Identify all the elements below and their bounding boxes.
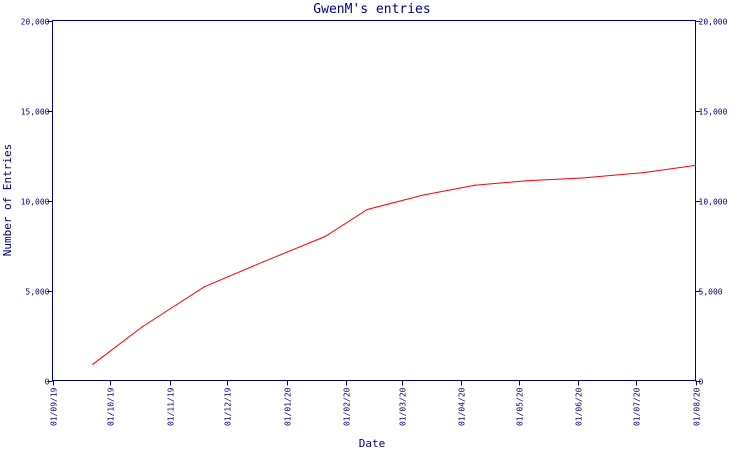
y-tick-label-right: 20,000: [699, 18, 728, 27]
x-tick-label: 01/12/19: [224, 387, 233, 426]
x-tick-label: 01/05/20: [516, 387, 525, 426]
y-tick-label-left: 15,000: [21, 108, 50, 117]
data-point: [474, 184, 476, 186]
y-axis-left: 0 5,000 10,000 15,000 20,000: [21, 18, 53, 387]
x-tick-label: 01/08/20: [693, 387, 702, 426]
y-tick-label-left: 20,000: [21, 18, 50, 27]
plot-frame: [52, 20, 696, 381]
series-layer: [92, 164, 697, 365]
series-line-0: [92, 164, 696, 365]
x-tick-label: 01/09/19: [50, 387, 59, 426]
x-tick-label: 01/01/20: [284, 387, 293, 426]
data-point: [92, 363, 94, 365]
x-tick-label: 01/07/20: [633, 387, 642, 426]
x-tick-label: 01/04/20: [458, 387, 467, 426]
data-point: [643, 172, 645, 174]
x-tick-label: 01/11/19: [167, 387, 176, 426]
y-tick-label-right: 0: [699, 378, 704, 387]
data-point: [422, 194, 424, 196]
x-tick-label: 01/10/19: [107, 387, 116, 426]
x-axis-label: Date: [359, 437, 386, 450]
data-point: [142, 325, 144, 328]
y-axis-right: 0 5,000 10,000 15,000 20,000: [695, 18, 728, 387]
data-point: [203, 286, 205, 288]
data-point: [581, 177, 583, 179]
y-tick-label-left: 5,000: [25, 288, 49, 297]
data-point: [263, 261, 265, 263]
y-tick-label-right: 10,000: [699, 198, 728, 207]
y-tick-label-right: 15,000: [699, 108, 728, 117]
data-point: [526, 180, 528, 182]
x-tick-label: 01/06/20: [575, 387, 584, 426]
data-point: [366, 208, 368, 211]
x-axis: 01/09/19 01/10/19 01/11/19 01/12/19 01/01/20…: [50, 380, 702, 426]
data-point: [324, 235, 326, 238]
y-axis-label: Number of Entries: [1, 144, 14, 257]
y-tick-label-right: 5,000: [699, 288, 723, 297]
data-point: [694, 164, 697, 166]
x-tick-label: 01/02/20: [343, 387, 352, 426]
x-tick-label: 01/03/20: [399, 387, 408, 426]
y-tick-label-left: 10,000: [21, 198, 50, 207]
chart-title: GwenM's entries: [313, 2, 430, 17]
y-tick-label-left: 0: [45, 378, 50, 387]
